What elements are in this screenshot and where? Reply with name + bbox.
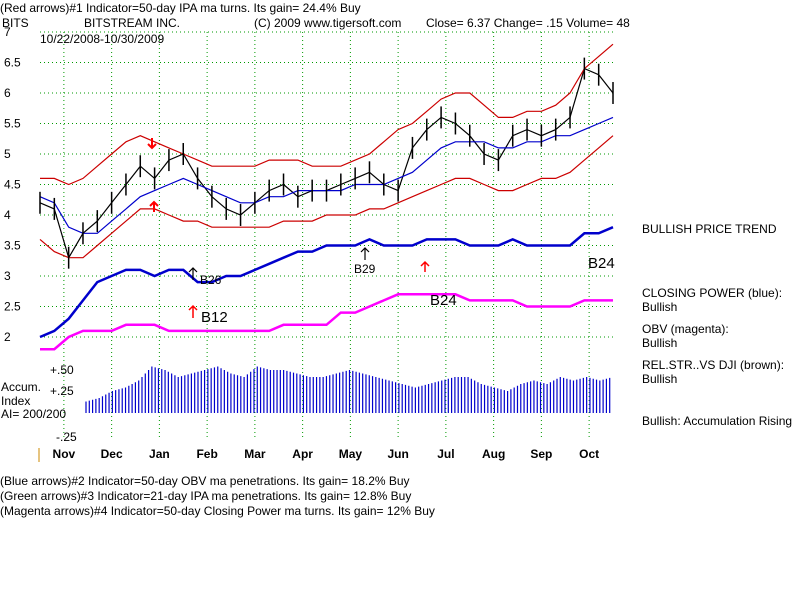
annotation-arrows	[147, 138, 430, 318]
closing-power-line	[39, 226, 614, 339]
obv-line	[40, 293, 613, 351]
closing-power-label: CLOSING POWER (blue):	[642, 286, 783, 300]
x-tick-label: Oct	[579, 447, 599, 461]
red-arrow-1	[147, 138, 157, 150]
x-tick-label: Jul	[437, 447, 454, 461]
annotation-b12: B12	[201, 309, 228, 326]
y-tick-label: 6	[4, 86, 11, 100]
relative-strength-value: Bullish	[642, 372, 678, 386]
obv-value: Bullish	[642, 336, 678, 350]
annotation-b26: B26	[200, 273, 222, 287]
black-arrow-1	[188, 267, 198, 280]
red-arrow-4	[420, 260, 430, 272]
x-tick-label: May	[339, 447, 363, 461]
y-tick-label: 2	[4, 330, 11, 344]
black-arrow-2	[360, 247, 370, 260]
ticker: BITS	[2, 16, 29, 30]
annotation-b24-a: B24	[430, 292, 457, 309]
x-tick-label: Mar	[244, 447, 266, 461]
annotation-b24-b: B24	[588, 255, 615, 272]
indicator-1-text: (Red arrows)#1 Indicator=50-day IPA ma t…	[0, 1, 361, 15]
lower-band-line	[39, 135, 614, 259]
accumulation-status: Bullish: Accumulation Rising	[642, 414, 793, 428]
x-tick-label: Aug	[482, 447, 505, 461]
copyright: (C) 2009 www.tigersoft.com	[254, 16, 402, 30]
date-range: 10/22/2008-10/30/2009	[40, 32, 165, 46]
company-name: BITSTREAM INC.	[84, 16, 181, 30]
red-arrow-3	[188, 304, 198, 318]
indicator-2-text: (Blue arrows)#2 Indicator=50-day OBV ma …	[0, 474, 410, 488]
trend-label: BULLISH PRICE TREND	[642, 222, 777, 236]
y-tick-label: 7	[4, 25, 11, 39]
x-tick-label: Sep	[530, 447, 552, 461]
accum-tick-label: -.25	[56, 430, 77, 444]
obv-label: OBV (magenta):	[642, 322, 729, 336]
x-tick-label: Feb	[196, 447, 217, 461]
y-tick-label: 2.5	[4, 300, 21, 314]
relative-strength-label: REL.STR..VS DJI (brown):	[642, 358, 785, 372]
x-tick-label: Apr	[292, 447, 313, 461]
accum-title: Accum.	[1, 380, 42, 394]
y-tick-label: 5	[4, 147, 11, 161]
y-tick-label: 3	[4, 269, 11, 283]
accum-ai: AI= 200/200	[1, 407, 67, 421]
y-tick-label: 3.5	[4, 239, 21, 253]
x-tick-label: Nov	[53, 447, 76, 461]
y-tick-label: 6.5	[4, 56, 21, 70]
indicator-3-text: (Green arrows)#3 Indicator=21-day IPA ma…	[0, 489, 412, 503]
grid	[40, 31, 613, 440]
x-tick-label: Dec	[101, 447, 123, 461]
accum-bars	[85, 366, 611, 413]
accum-subtitle: Index	[1, 394, 31, 408]
y-tick-label: 5.5	[4, 117, 21, 131]
y-tick-label: 4	[4, 208, 11, 222]
x-tick-label: Jun	[387, 447, 408, 461]
accum-tick-label: +.25	[50, 384, 74, 398]
price-line	[39, 67, 614, 260]
annotation-b29: B29	[354, 262, 376, 276]
quote: Close= 6.37 Change= .15 Volume= 48	[426, 16, 630, 30]
y-axis-ticks: 7 6.5 6 5.5 5 4.5 4 3.5 3 2.5 2 +.50 +.25 -.25	[4, 25, 77, 444]
upper-band-line	[40, 43, 614, 186]
x-axis-ticks: Nov Dec Jan Feb Mar Apr May Jun Jul Aug Sep Oct	[38, 447, 599, 462]
closing-power-value: Bullish	[642, 300, 678, 314]
indicator-4-text: (Magenta arrows)#4 Indicator=50-day Clos…	[0, 504, 435, 518]
accum-tick-label: +.50	[50, 363, 74, 377]
red-arrow-2	[149, 200, 159, 212]
x-tick-label: Jan	[149, 447, 170, 461]
y-tick-label: 4.5	[4, 178, 21, 192]
series-lines	[39, 43, 614, 351]
